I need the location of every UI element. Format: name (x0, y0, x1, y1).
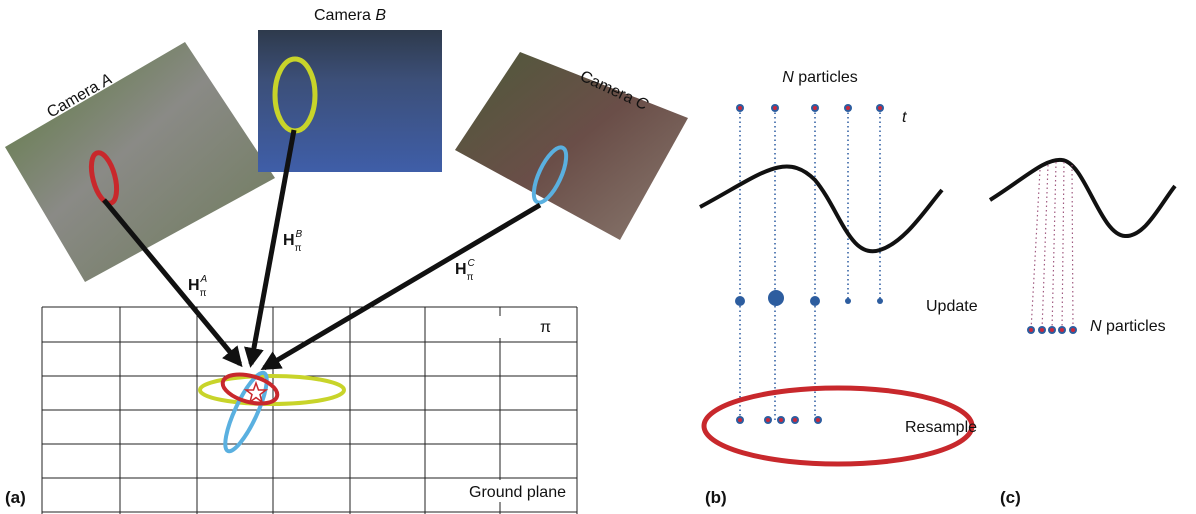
particle-lines (740, 108, 880, 420)
homography-label: HπC (455, 258, 475, 283)
resample-label: Resample (905, 419, 977, 436)
camera-image (455, 52, 688, 240)
camera-label: Camera B (314, 7, 386, 24)
update-label: Update (926, 298, 978, 315)
homography-label: HπA (188, 274, 207, 299)
likelihood-curve (700, 167, 942, 252)
figure: Camera A Camera B Camera C π Ground plan… (0, 0, 1196, 514)
arrow (264, 205, 540, 368)
panel-tag: (a) (5, 488, 26, 507)
panel-tag: (b) (705, 488, 727, 507)
particle-count: N particles (782, 69, 858, 86)
plane-symbol: π (540, 319, 551, 336)
homography-label: HπB (283, 229, 302, 254)
panel-tag: (c) (1000, 488, 1021, 507)
particle-count: N particles (1090, 318, 1166, 335)
likelihood-curve (990, 160, 1175, 236)
particle-lines (1031, 162, 1073, 330)
time-label: t (902, 109, 907, 126)
camera-image (258, 30, 442, 172)
particles (735, 104, 884, 424)
plane-label: Ground plane (469, 484, 566, 501)
particles (1027, 326, 1077, 334)
